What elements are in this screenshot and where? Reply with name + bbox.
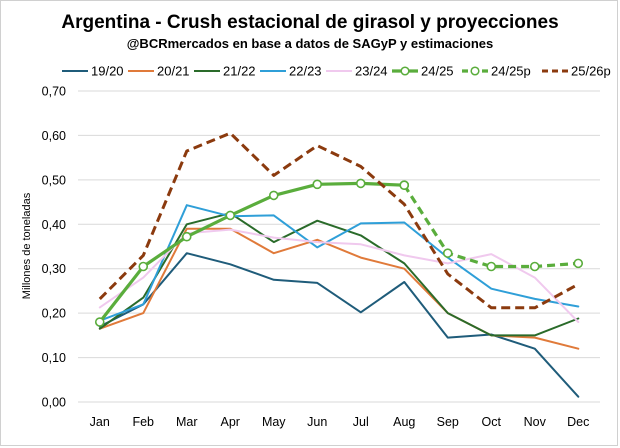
x-tick-label: Dec <box>567 415 589 429</box>
legend-label: 25/26p <box>571 64 611 79</box>
data-point <box>225 210 236 221</box>
data-point <box>355 178 366 189</box>
series-24-25p <box>399 180 584 272</box>
y-axis-label: Millones de toneladas <box>21 192 33 299</box>
y-tick-label: 0,20 <box>42 307 66 321</box>
legend-label: 24/25 <box>421 64 454 79</box>
legend-item: 20/21 <box>128 64 190 79</box>
data-point <box>312 179 323 190</box>
legend: 19/20 20/21 21/22 22/23 23/24 24/25 24/25p 25/2… <box>62 64 611 79</box>
y-axis-ticks: 0,00 0,10 0,20 0,30 0,40 0,50 0,60 0,70 <box>42 85 66 410</box>
x-tick-label: Apr <box>221 415 240 429</box>
data-point <box>138 261 149 272</box>
chart-subtitle: @BCRmercados en base a datos de SAGyP y … <box>127 36 493 51</box>
y-tick-label: 0,70 <box>42 85 66 99</box>
legend-label: 20/21 <box>157 64 190 79</box>
legend-item: 24/25p <box>462 64 531 79</box>
series-line <box>98 181 406 324</box>
data-point <box>573 258 584 269</box>
x-tick-label: Aug <box>393 415 415 429</box>
series-21-22 <box>98 212 580 337</box>
legend-marker <box>400 66 410 76</box>
series-line <box>98 131 580 310</box>
x-tick-label: Feb <box>132 415 154 429</box>
legend-label: 22/23 <box>289 64 322 79</box>
x-tick-label: Jun <box>307 415 327 429</box>
series-24-25 <box>94 178 410 327</box>
chart-title: Argentina - Crush estacional de girasol … <box>61 12 558 33</box>
legend-item: 22/23 <box>260 64 322 79</box>
series-line <box>98 204 580 322</box>
x-tick-label: Sep <box>437 415 459 429</box>
legend-label: 23/24 <box>355 64 388 79</box>
series-22-23 <box>98 204 580 322</box>
y-tick-label: 0,50 <box>42 173 66 187</box>
legend-item: 19/20 <box>62 64 124 79</box>
data-point <box>94 317 105 327</box>
legend-label: 19/20 <box>91 64 124 79</box>
legend-label: 21/22 <box>223 64 256 79</box>
x-axis-ticks: Jan Feb Mar Apr May Jun Jul Aug Sep Oct Nov Dec <box>90 415 590 429</box>
y-tick-label: 0,30 <box>42 262 66 276</box>
y-tick-label: 0,10 <box>42 351 66 365</box>
data-point <box>486 261 497 272</box>
y-tick-label: 0,60 <box>42 129 66 143</box>
series-19-20 <box>98 252 580 398</box>
data-point <box>181 231 192 242</box>
legend-item: 24/25 <box>392 64 454 79</box>
x-tick-label: Mar <box>176 415 198 429</box>
series-line <box>98 252 580 398</box>
x-tick-label: Nov <box>524 415 547 429</box>
legend-item: 25/26p <box>542 64 611 79</box>
series-line <box>402 184 579 269</box>
x-tick-label: May <box>262 415 286 429</box>
data-point <box>442 248 453 258</box>
x-tick-label: Jul <box>353 415 369 429</box>
legend-marker <box>470 66 480 76</box>
legend-item: 21/22 <box>194 64 256 79</box>
x-tick-label: Jan <box>90 415 110 429</box>
y-tick-label: 0,40 <box>42 218 66 232</box>
series-group <box>94 131 584 398</box>
data-point <box>529 261 540 272</box>
grid <box>78 90 600 403</box>
legend-label: 24/25p <box>491 64 531 79</box>
y-tick-label: 0,00 <box>42 396 66 410</box>
series-25-26p <box>98 131 580 310</box>
legend-item: 23/24 <box>326 64 388 79</box>
data-point <box>268 190 279 201</box>
x-tick-label: Oct <box>482 415 502 429</box>
series-line <box>98 212 580 337</box>
data-point <box>399 180 410 190</box>
